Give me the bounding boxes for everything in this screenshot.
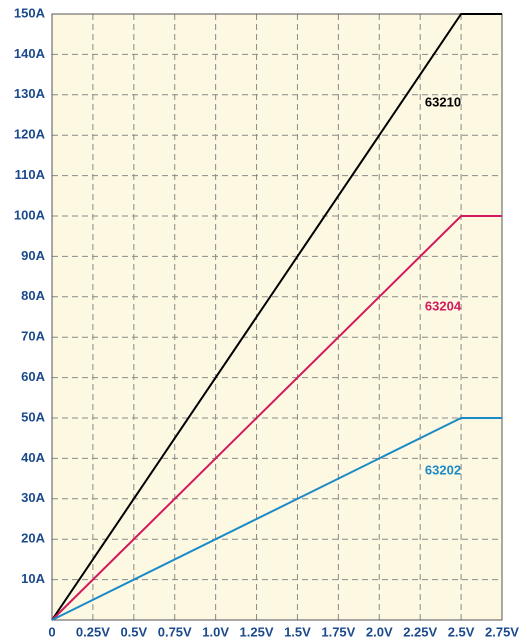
x-tick-label: 1.75V (321, 624, 355, 639)
x-tick-label: 2.0V (366, 624, 393, 639)
x-tick-label: 0.75V (158, 624, 192, 639)
y-tick-label: 20A (21, 531, 45, 546)
y-tick-label: 30A (21, 490, 45, 505)
y-tick-label: 130A (14, 86, 46, 101)
y-tick-label: 120A (14, 127, 46, 142)
x-tick-label: 2.75V (485, 624, 519, 639)
y-tick-label: 80A (21, 288, 45, 303)
y-tick-label: 140A (14, 46, 46, 61)
series-line (51, 215, 502, 621)
x-tick-label: 0.25V (76, 624, 110, 639)
series-label: 63204 (425, 298, 462, 313)
y-tick-label: 70A (21, 329, 45, 344)
series-label: 63210 (425, 94, 461, 109)
y-tick-label: 40A (21, 450, 45, 465)
plot-area (52, 14, 502, 620)
y-tick-label: 90A (21, 248, 45, 263)
x-tick-label: 1.0V (202, 624, 229, 639)
series-label: 63202 (425, 462, 461, 477)
series-line (51, 13, 502, 621)
y-tick-label: 10A (21, 571, 45, 586)
x-tick-label: 1.5V (284, 624, 311, 639)
y-tick-label: 150A (14, 5, 46, 20)
x-tick-label: 2.5V (448, 624, 475, 639)
series-line (51, 417, 502, 621)
x-tick-label: 0.5V (120, 624, 147, 639)
y-tick-label: 110A (15, 167, 46, 182)
y-tick-label: 50A (21, 409, 45, 424)
y-tick-label: 100A (14, 207, 46, 222)
plot-border (51, 13, 503, 621)
x-tick-label: 2.25V (403, 624, 437, 639)
x-tick-label: 1.25V (240, 624, 274, 639)
y-tick-label: 60A (21, 369, 45, 384)
x-tick-label: 0 (48, 624, 55, 639)
